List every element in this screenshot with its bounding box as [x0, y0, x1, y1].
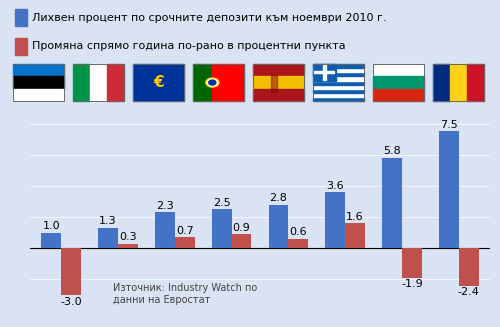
Bar	[61, 248, 81, 295]
Bar	[232, 234, 252, 248]
Bar	[155, 213, 175, 248]
Bar	[253, 77, 304, 89]
Circle shape	[209, 80, 216, 85]
Text: -2.4: -2.4	[458, 287, 479, 297]
Bar	[73, 64, 124, 101]
Text: 3.6: 3.6	[326, 181, 344, 191]
Text: 0.9: 0.9	[232, 223, 250, 233]
Bar	[433, 64, 484, 101]
Bar	[459, 248, 478, 286]
Bar	[133, 64, 184, 101]
Bar	[175, 237, 195, 248]
Bar	[212, 64, 244, 101]
Bar	[253, 64, 304, 101]
Bar	[313, 89, 364, 93]
Text: 0.7: 0.7	[176, 226, 194, 236]
Text: Лихвен процент по срочните депозити към ноември 2010 г.: Лихвен процент по срочните депозити към …	[32, 12, 386, 23]
Bar	[42, 233, 61, 248]
Text: Източник: Industry Watch по
данни на Евростат: Източник: Industry Watch по данни на Евр…	[113, 283, 257, 304]
Bar	[313, 72, 364, 77]
Text: 1.3: 1.3	[100, 216, 117, 226]
Bar	[313, 97, 364, 101]
Bar	[253, 64, 304, 77]
Bar	[323, 65, 326, 80]
Text: 0.3: 0.3	[119, 232, 137, 242]
Bar	[15, 38, 27, 55]
Bar	[13, 77, 64, 89]
Bar	[107, 64, 124, 101]
Bar	[314, 71, 334, 74]
Bar	[13, 64, 64, 77]
Bar	[313, 85, 364, 89]
Bar	[373, 77, 424, 89]
Bar	[212, 209, 232, 248]
Bar	[345, 223, 365, 248]
Text: -3.0: -3.0	[60, 297, 82, 307]
Bar	[193, 64, 244, 101]
Bar	[313, 64, 364, 101]
Bar	[439, 131, 459, 248]
Bar	[373, 64, 424, 77]
Bar	[15, 9, 27, 26]
Bar	[271, 75, 277, 92]
Bar	[133, 64, 184, 101]
Bar	[313, 68, 364, 72]
Bar	[313, 64, 364, 68]
Bar	[288, 239, 308, 248]
Bar	[313, 64, 336, 80]
Bar	[467, 64, 484, 101]
Bar	[382, 158, 402, 248]
Text: €: €	[153, 75, 164, 90]
Bar	[73, 64, 90, 101]
Text: 7.5: 7.5	[440, 120, 458, 130]
Bar	[373, 64, 424, 101]
Text: 2.3: 2.3	[156, 201, 174, 211]
Bar	[253, 89, 304, 101]
Text: 1.0: 1.0	[42, 221, 60, 231]
Circle shape	[206, 78, 219, 87]
Bar	[402, 248, 422, 278]
Bar	[450, 64, 467, 101]
Bar	[98, 228, 118, 248]
Circle shape	[208, 79, 218, 86]
Bar	[193, 64, 212, 101]
Text: -1.9: -1.9	[401, 280, 423, 289]
Bar	[13, 89, 64, 101]
Bar	[433, 64, 450, 101]
Text: Промяна спрямо година по-рано в процентни пункта: Промяна спрямо година по-рано в процентн…	[32, 41, 345, 51]
Bar	[313, 80, 364, 85]
Bar	[313, 93, 364, 97]
Text: 1.6: 1.6	[346, 212, 364, 222]
Text: 2.5: 2.5	[213, 198, 230, 208]
Text: 0.6: 0.6	[290, 227, 307, 237]
Bar	[90, 64, 107, 101]
Text: 2.8: 2.8	[270, 193, 287, 203]
Bar	[373, 89, 424, 101]
Bar	[313, 77, 364, 80]
Text: 5.8: 5.8	[383, 146, 401, 156]
Bar	[268, 205, 288, 248]
Bar	[118, 244, 138, 248]
Bar	[326, 192, 345, 248]
Bar	[13, 64, 64, 101]
